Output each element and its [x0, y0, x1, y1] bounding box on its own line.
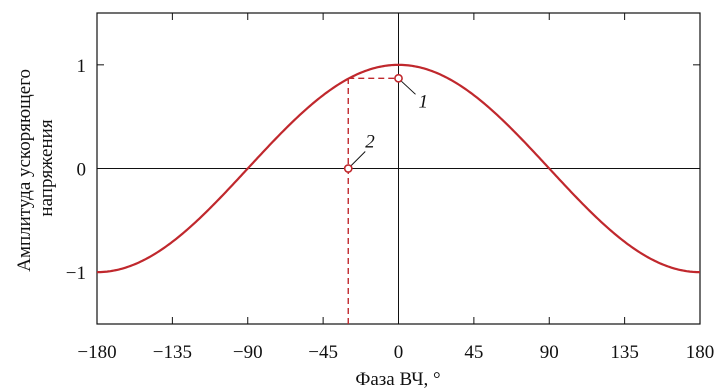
x-tick-label: −45: [308, 342, 338, 363]
point-label-2: 2: [365, 132, 375, 153]
y-tick-label: 0: [77, 160, 87, 181]
series: [96, 63, 701, 274]
y-axis-title: Амплитуда ускоряющего напряжения: [14, 64, 57, 272]
x-tick-label: −180: [77, 342, 116, 363]
x-tick-label: 90: [540, 342, 559, 363]
axes: [97, 13, 700, 324]
annotations: 12: [343, 73, 429, 324]
tick-labels: −180 −135 −90 −45 0 45 90 135 180 −1 0 1: [66, 56, 714, 363]
point-leader-line: [401, 80, 416, 95]
y-tick-label: −1: [66, 263, 86, 284]
y-axis-title-line-2: напряжения: [36, 119, 57, 216]
point-leader-line: [350, 151, 366, 166]
data-point-1: [394, 73, 403, 83]
y-axis-title-line-1: Амплитуда ускоряющего: [14, 69, 35, 272]
x-tick-label: 45: [464, 342, 483, 363]
y-tick-label: 1: [77, 56, 87, 77]
x-tick-label: −90: [233, 342, 263, 363]
x-tick-label: −135: [153, 342, 192, 363]
x-tick-label: 0: [394, 342, 404, 363]
data-point-2: [343, 164, 353, 173]
series-line-cos: [96, 63, 701, 274]
point-label-1: 1: [419, 91, 429, 112]
x-tick-label: 180: [686, 342, 715, 363]
x-tick-label: 135: [610, 342, 639, 363]
x-axis-title: Фаза ВЧ, °: [355, 369, 440, 390]
